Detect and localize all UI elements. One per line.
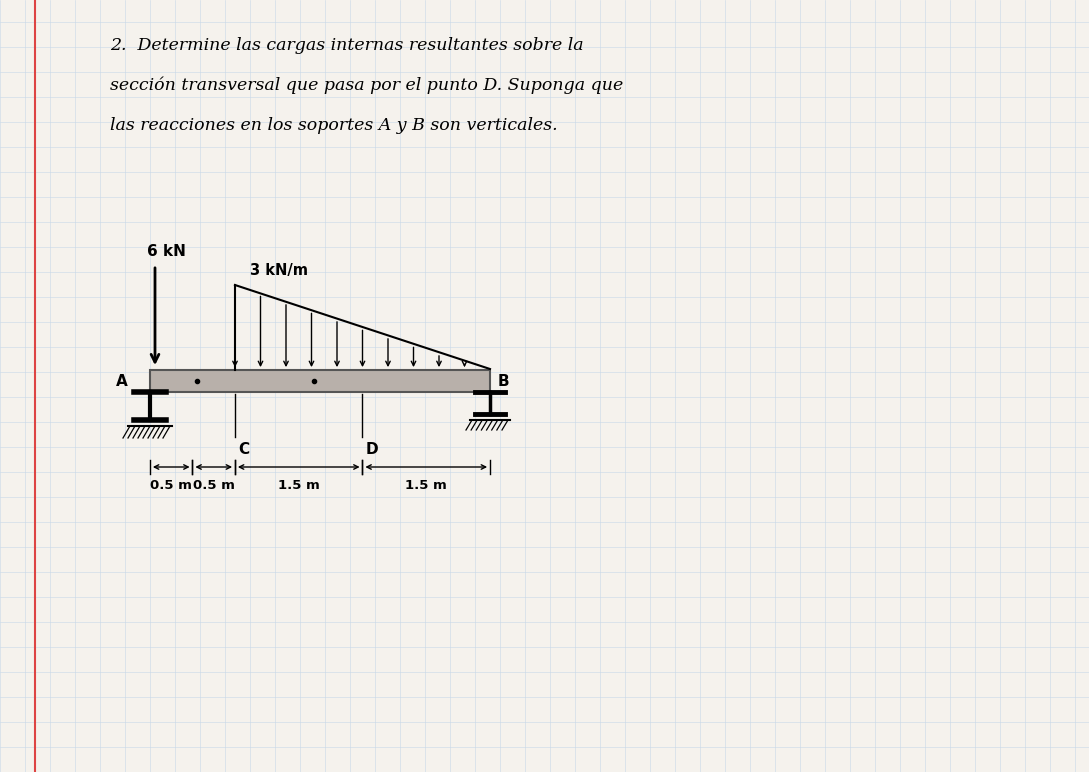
Text: C: C	[238, 442, 249, 457]
Text: 6 kN: 6 kN	[147, 244, 186, 259]
Text: 1.5 m: 1.5 m	[278, 479, 320, 492]
Text: B: B	[498, 374, 510, 389]
Text: 2.  Determine las cargas internas resultantes sobre la: 2. Determine las cargas internas resulta…	[110, 37, 584, 54]
Text: D: D	[366, 442, 378, 457]
Text: 0.5 m: 0.5 m	[193, 479, 235, 492]
Text: 0.5 m: 0.5 m	[150, 479, 192, 492]
Text: 3 kN/m: 3 kN/m	[250, 263, 308, 278]
Text: las reacciones en los soportes A y B son verticales.: las reacciones en los soportes A y B son…	[110, 117, 558, 134]
Text: A: A	[117, 374, 129, 388]
Text: 1.5 m: 1.5 m	[405, 479, 448, 492]
Text: sección transversal que pasa por el punto D. Suponga que: sección transversal que pasa por el punt…	[110, 77, 623, 94]
Bar	[150, 370, 490, 392]
